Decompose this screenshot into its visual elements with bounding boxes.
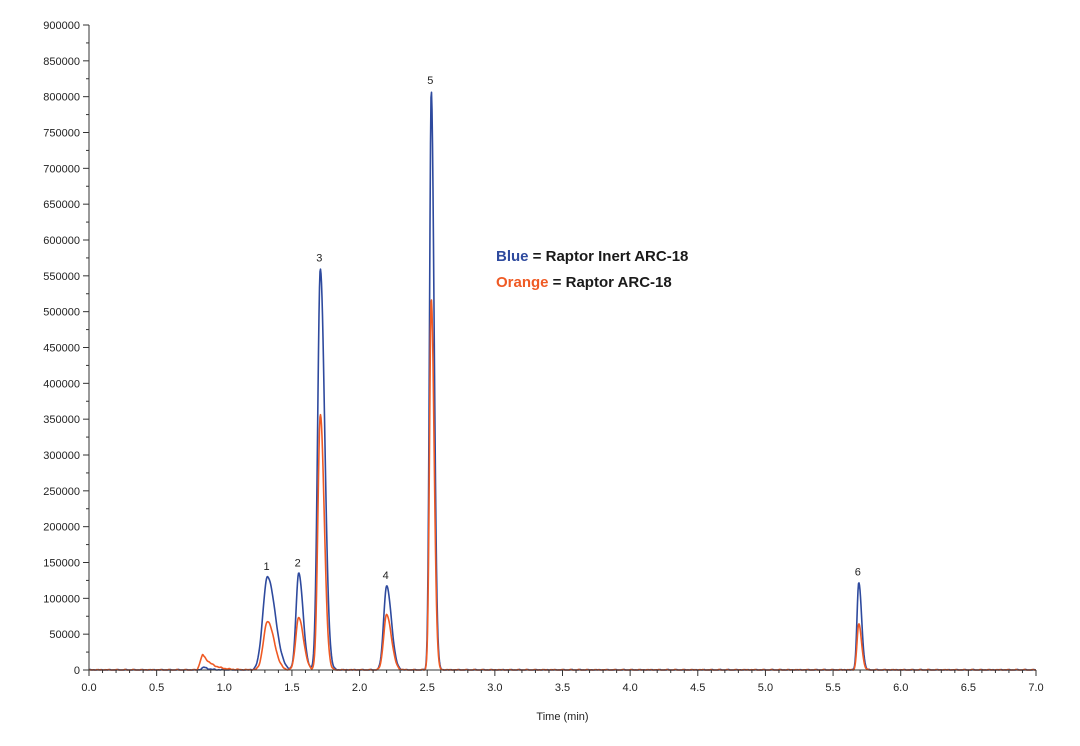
- y-tick-label: 550000: [43, 271, 80, 283]
- peak-label: 3: [316, 253, 322, 265]
- x-tick-label: 3.0: [487, 682, 502, 694]
- y-tick-label: 0: [74, 665, 80, 677]
- y-tick-label: 700000: [43, 163, 80, 175]
- y-tick-label: 100000: [43, 593, 80, 605]
- series-line-blue: [88, 91, 1037, 671]
- x-tick-label: 4.0: [622, 682, 637, 694]
- y-tick-label: 800000: [43, 92, 80, 104]
- peak-label: 6: [855, 567, 861, 579]
- y-tick-label: 350000: [43, 414, 80, 426]
- y-tick-label: 50000: [49, 629, 80, 641]
- x-tick-label: 6.0: [893, 682, 908, 694]
- y-tick-label: 300000: [43, 450, 80, 462]
- x-tick-label: 0.5: [149, 682, 164, 694]
- legend-entry-blue: Blue = Raptor Inert ARC-18: [496, 248, 688, 265]
- y-tick-label: 850000: [43, 56, 80, 68]
- legend-orange-key: Orange: [496, 274, 549, 291]
- x-tick-label: 2.0: [352, 682, 367, 694]
- legend-blue-text: = Raptor Inert ARC-18: [529, 248, 689, 265]
- axes-layer: [88, 25, 1036, 671]
- y-tick-label: 650000: [43, 199, 80, 211]
- y-tick-label: 450000: [43, 343, 80, 355]
- y-tick-label: 500000: [43, 307, 80, 319]
- x-tick-label: 6.5: [961, 682, 976, 694]
- legend-orange-text: = Raptor ARC-18: [549, 274, 672, 291]
- x-tick-label: 1.5: [284, 682, 299, 694]
- x-axis-title: Time (min): [536, 711, 588, 723]
- y-axis-ticks: 0 50000 100000 150000 200000 250000 300000 3500…: [43, 20, 89, 677]
- peak-label: 1: [264, 561, 270, 573]
- peak-labels: 1 2 3 4 5 6: [264, 75, 861, 582]
- x-tick-label: 4.5: [690, 682, 705, 694]
- peak-label: 5: [427, 75, 433, 87]
- x-tick-label: 0.0: [81, 682, 96, 694]
- legend-blue-key: Blue: [496, 248, 529, 265]
- y-tick-label: 250000: [43, 486, 80, 498]
- y-tick-label: 200000: [43, 522, 80, 534]
- x-axis-ticks: 0.0 0.5 1.0 1.5 2.0 2.5 3.0 3.5 4.0 4.5 5.0 5.5 6.0 6…: [81, 670, 1044, 694]
- peak-label: 4: [383, 570, 389, 582]
- y-tick-label: 150000: [43, 558, 80, 570]
- x-tick-label: 1.0: [217, 682, 232, 694]
- legend-entry-orange: Orange = Raptor ARC-18: [496, 274, 672, 291]
- x-tick-label: 2.5: [420, 682, 435, 694]
- x-tick-label: 3.5: [555, 682, 570, 694]
- peak-label: 2: [295, 557, 301, 569]
- y-tick-label: 400000: [43, 378, 80, 390]
- series-line-orange: [88, 299, 1037, 671]
- y-tick-label: 750000: [43, 128, 80, 140]
- series-layer: [88, 91, 1037, 671]
- y-tick-label: 600000: [43, 235, 80, 247]
- y-tick-label: 900000: [43, 20, 80, 32]
- x-tick-label: 5.0: [758, 682, 773, 694]
- x-tick-label: 5.5: [825, 682, 840, 694]
- legend: Blue = Raptor Inert ARC-18 Orange = Rapt…: [496, 248, 688, 291]
- x-tick-label: 7.0: [1028, 682, 1043, 694]
